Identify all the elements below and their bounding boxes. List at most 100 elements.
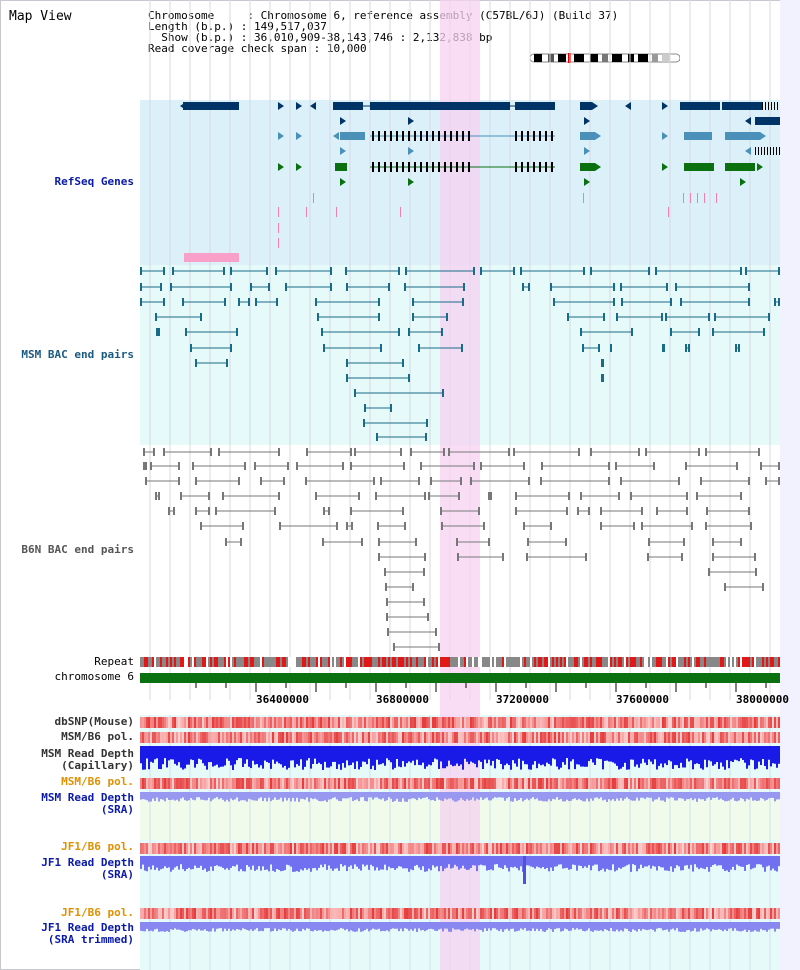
heat-bin (640, 717, 642, 728)
depth-bin (190, 746, 192, 760)
gene-arrow (662, 163, 668, 171)
depth-bin (296, 792, 298, 798)
depth-bin (340, 792, 342, 802)
heat-bin (704, 778, 706, 789)
chromosome-idiogram[interactable] (530, 53, 680, 63)
heat-bin (596, 717, 598, 728)
heat-bin (328, 908, 330, 919)
depth-bin (670, 922, 672, 930)
depth-bin (460, 792, 462, 798)
gene-arrow (595, 132, 601, 140)
repeat-bin (204, 657, 206, 667)
heat-bin (620, 717, 622, 728)
depth-bin (436, 746, 438, 760)
heat-bin (758, 843, 760, 854)
depth-bin (700, 746, 702, 769)
depth-bin (312, 922, 314, 932)
depth-bin (402, 922, 404, 932)
heat-bin (580, 778, 582, 789)
heat-bin (338, 843, 340, 854)
depth-bin (318, 856, 320, 868)
heat-bin (298, 908, 300, 919)
depth-bin (500, 856, 502, 868)
depth-bin (484, 792, 486, 799)
heat-bin (292, 717, 294, 728)
heat-bin (296, 778, 298, 789)
depth-bin (202, 922, 204, 931)
heat-bin (238, 843, 240, 854)
depth-bin (260, 856, 262, 871)
depth-bin (388, 746, 390, 761)
depth-bin (618, 922, 620, 932)
depth-bin (140, 922, 142, 931)
heat-bin (236, 717, 238, 728)
heat-bin (756, 732, 758, 743)
heat-bin (418, 843, 420, 854)
heat-bin (686, 778, 688, 789)
heat-bin (656, 732, 658, 743)
depth-bin (730, 746, 732, 762)
depth-bin (636, 746, 638, 765)
heat-bin (476, 843, 478, 854)
heat-bin (734, 908, 736, 919)
depth-bin (420, 746, 422, 766)
b6n-bac-pair-end (724, 583, 726, 591)
depth-bin (230, 792, 232, 799)
depth-bin (322, 856, 324, 868)
depth-bin (432, 922, 434, 930)
depth-bin (464, 792, 466, 802)
heat-bin (400, 843, 402, 854)
heat-bin (330, 843, 332, 854)
heat-bin (348, 843, 350, 854)
heat-bin (574, 778, 576, 789)
refseq-marker (313, 193, 314, 203)
depth-bin (550, 746, 552, 766)
depth-bin (606, 792, 608, 802)
depth-bin (184, 856, 186, 872)
heat-bin (718, 717, 720, 728)
depth-bin (634, 856, 636, 866)
heat-bin (642, 843, 644, 854)
gene-exon (438, 162, 440, 172)
depth-bin (548, 856, 550, 872)
depth-bin (624, 922, 626, 929)
axis-tick-label: 38000000 (736, 693, 789, 706)
heat-bin (778, 717, 780, 728)
depth-bin (434, 856, 436, 868)
heat-bin (766, 778, 768, 789)
heat-bin (772, 717, 774, 728)
heat-bin (200, 732, 202, 743)
heat-bin (192, 778, 194, 789)
depth-bin (360, 746, 362, 767)
b6n-bac-pair-end (403, 462, 405, 470)
heat-bin (262, 717, 264, 728)
heat-bin (228, 778, 230, 789)
heat-bin (556, 732, 558, 743)
depth-bin (204, 792, 206, 801)
heat-bin (446, 732, 448, 743)
heat-bin (686, 732, 688, 743)
heat-bin (586, 778, 588, 789)
depth-bin (370, 856, 372, 865)
heat-bin (458, 717, 460, 728)
heat-bin (542, 778, 544, 789)
depth-bin (488, 792, 490, 801)
heat-bin (758, 717, 760, 728)
heat-bin (434, 717, 436, 728)
heat-bin (570, 843, 572, 854)
depth-bin (474, 792, 476, 801)
depth-bin (468, 922, 470, 930)
heat-bin (232, 717, 234, 728)
depth-bin (150, 792, 152, 802)
heat-bin (676, 717, 678, 728)
depth-bin (210, 856, 212, 867)
heat-bin (286, 732, 288, 743)
heat-bin (694, 843, 696, 854)
depth-bin (762, 746, 764, 760)
depth-bin (300, 856, 302, 870)
heat-bin (298, 778, 300, 789)
repeat-bin (186, 657, 188, 667)
repeat-bin (148, 657, 150, 667)
depth-bin (766, 856, 768, 867)
